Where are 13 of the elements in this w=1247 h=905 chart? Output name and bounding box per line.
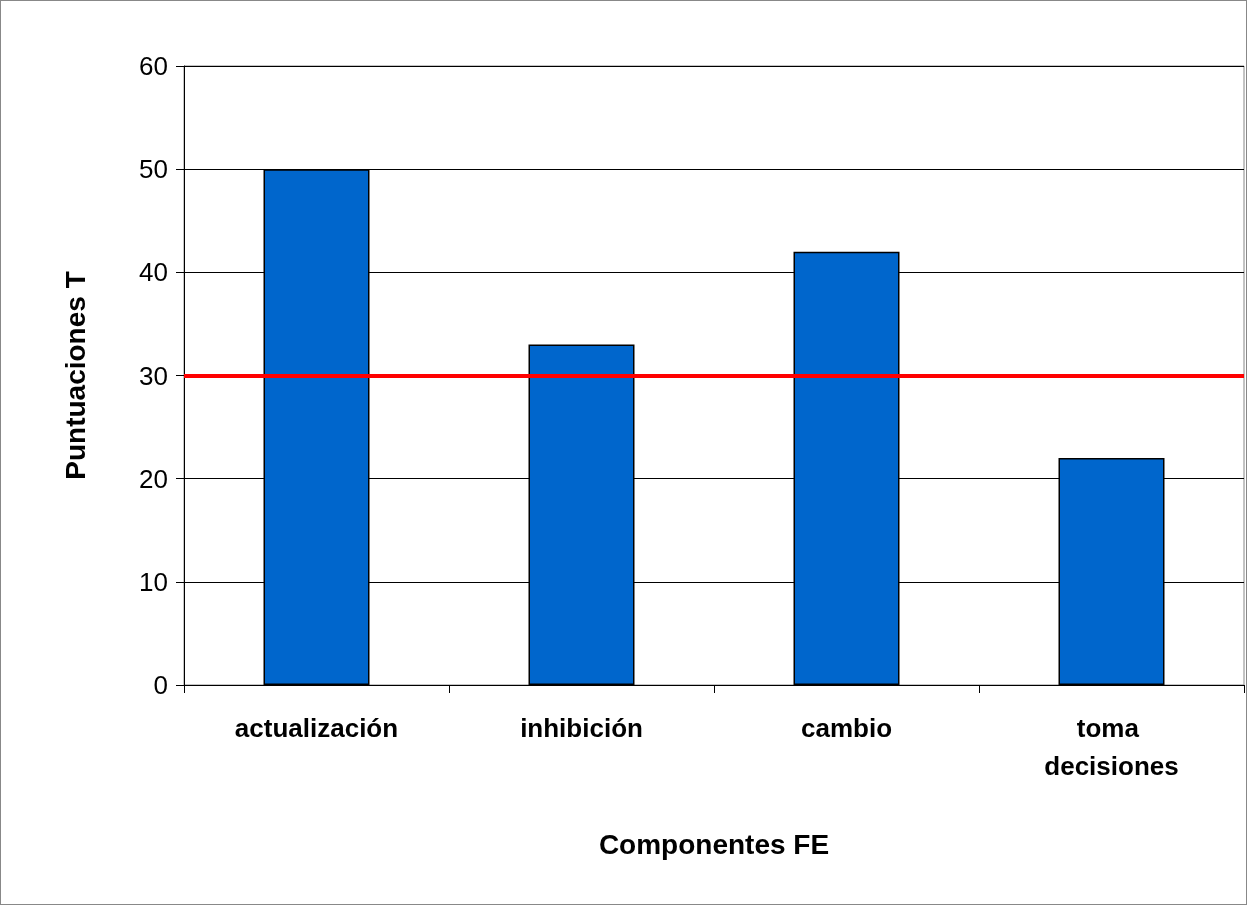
x-tick-label: toma decisiones: [1044, 713, 1179, 781]
y-tick-label: 50: [139, 154, 168, 185]
x-axis-title: Componentes FE: [598, 828, 830, 860]
y-tick-label: 20: [139, 463, 168, 494]
y-tick-label: 10: [139, 566, 168, 597]
x-tick-label: actualización: [234, 713, 399, 743]
x-tick-label: inhibición: [520, 713, 643, 743]
x-tick-label: cambio: [800, 713, 893, 743]
y-tick-label: 60: [139, 51, 168, 81]
y-axis-title: Puntuaciones T: [59, 271, 91, 480]
y-tick-label: 30: [139, 360, 168, 391]
y-tick-label: 40: [139, 257, 168, 288]
y-tick-label: 0: [153, 670, 168, 700]
